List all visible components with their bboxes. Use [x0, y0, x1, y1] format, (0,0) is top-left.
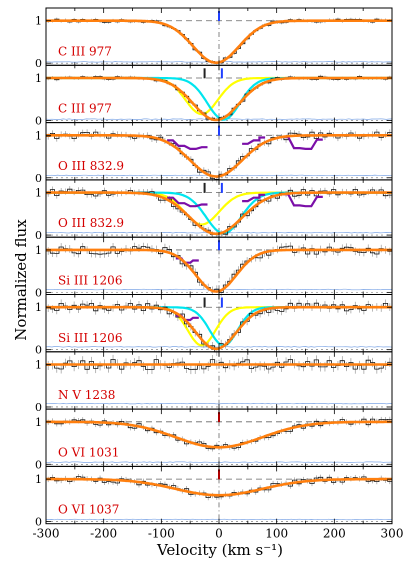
- panel-2: 0 1 C III 977: [35, 64, 393, 127]
- model-fit: [46, 420, 392, 449]
- blend-segment-1: [167, 196, 208, 208]
- ion-label: Si III 1206: [58, 331, 122, 345]
- ion-label: O III 832.9: [58, 216, 124, 230]
- y-tick-label: 1: [35, 15, 42, 28]
- ion-label: O VI 1037: [58, 503, 119, 517]
- error-spectrum: [46, 402, 393, 405]
- y-tick-label: 0: [35, 516, 42, 529]
- x-tick-label: -300: [33, 527, 60, 541]
- panel-4: 0 1 O III 832.9: [35, 179, 393, 242]
- y-axis-label: Normalized flux: [12, 219, 30, 341]
- blend-segment-1: [167, 139, 208, 150]
- blend-segment-3: [282, 193, 323, 208]
- data-histogram: [46, 476, 392, 498]
- x-tick-label: 0: [215, 527, 223, 541]
- ion-label: C III 977: [58, 102, 112, 116]
- y-tick-label: 1: [35, 187, 42, 200]
- x-axis: -300 -200 -100 0 100 200 300: [33, 527, 404, 541]
- panel-group: 0 1 C III 977 0 1 C III 977 0 1 O III 832.9 0 1 O I…: [35, 7, 393, 529]
- y-tick-label: 1: [35, 301, 42, 314]
- y-tick-label: 1: [35, 72, 42, 85]
- x-tick-label: -200: [90, 527, 117, 541]
- y-tick-label: 0: [35, 229, 42, 242]
- x-tick-label: 300: [381, 527, 404, 541]
- y-tick-label: 0: [35, 57, 42, 70]
- panel-3: 0 1 O III 832.9: [35, 122, 393, 185]
- y-tick-label: 0: [35, 172, 42, 185]
- panel-1: 0 1 C III 977: [35, 7, 393, 70]
- panel-7: 0 1 N V 1238: [35, 351, 393, 414]
- ion-label: O III 832.9: [58, 159, 124, 173]
- y-tick-label: 1: [35, 416, 42, 429]
- ion-label: O VI 1031: [58, 445, 119, 459]
- y-tick-label: 0: [35, 286, 42, 299]
- panel-5: 0 1 Si III 1206: [35, 236, 393, 299]
- panel-9: 0 1 O VI 1037: [35, 465, 393, 529]
- ion-label: Si III 1206: [58, 274, 122, 288]
- blend-segment-2: [242, 193, 266, 203]
- x-tick-label: 100: [265, 527, 288, 541]
- x-tick-label: -100: [148, 527, 175, 541]
- blend-segment-2: [242, 136, 266, 145]
- y-tick-label: 1: [35, 359, 42, 372]
- ion-label: N V 1238: [58, 388, 115, 402]
- x-tick-label: 200: [323, 527, 346, 541]
- y-tick-label: 0: [35, 114, 42, 127]
- y-tick-label: 1: [35, 129, 42, 142]
- panel-8: 0 1 O VI 1031: [35, 408, 393, 471]
- y-tick-label: 0: [35, 344, 42, 357]
- ion-label: C III 977: [58, 44, 112, 58]
- y-tick-label: 0: [35, 401, 42, 414]
- y-tick-label: 1: [35, 473, 42, 486]
- model-fit: [46, 477, 392, 497]
- panel-6: 0 1 Si III 1206: [35, 294, 393, 357]
- y-tick-label: 1: [35, 244, 42, 257]
- y-tick-label: 0: [35, 458, 42, 471]
- x-axis-label: Velocity (km s⁻¹): [156, 541, 283, 559]
- blend-segment-3: [282, 135, 323, 150]
